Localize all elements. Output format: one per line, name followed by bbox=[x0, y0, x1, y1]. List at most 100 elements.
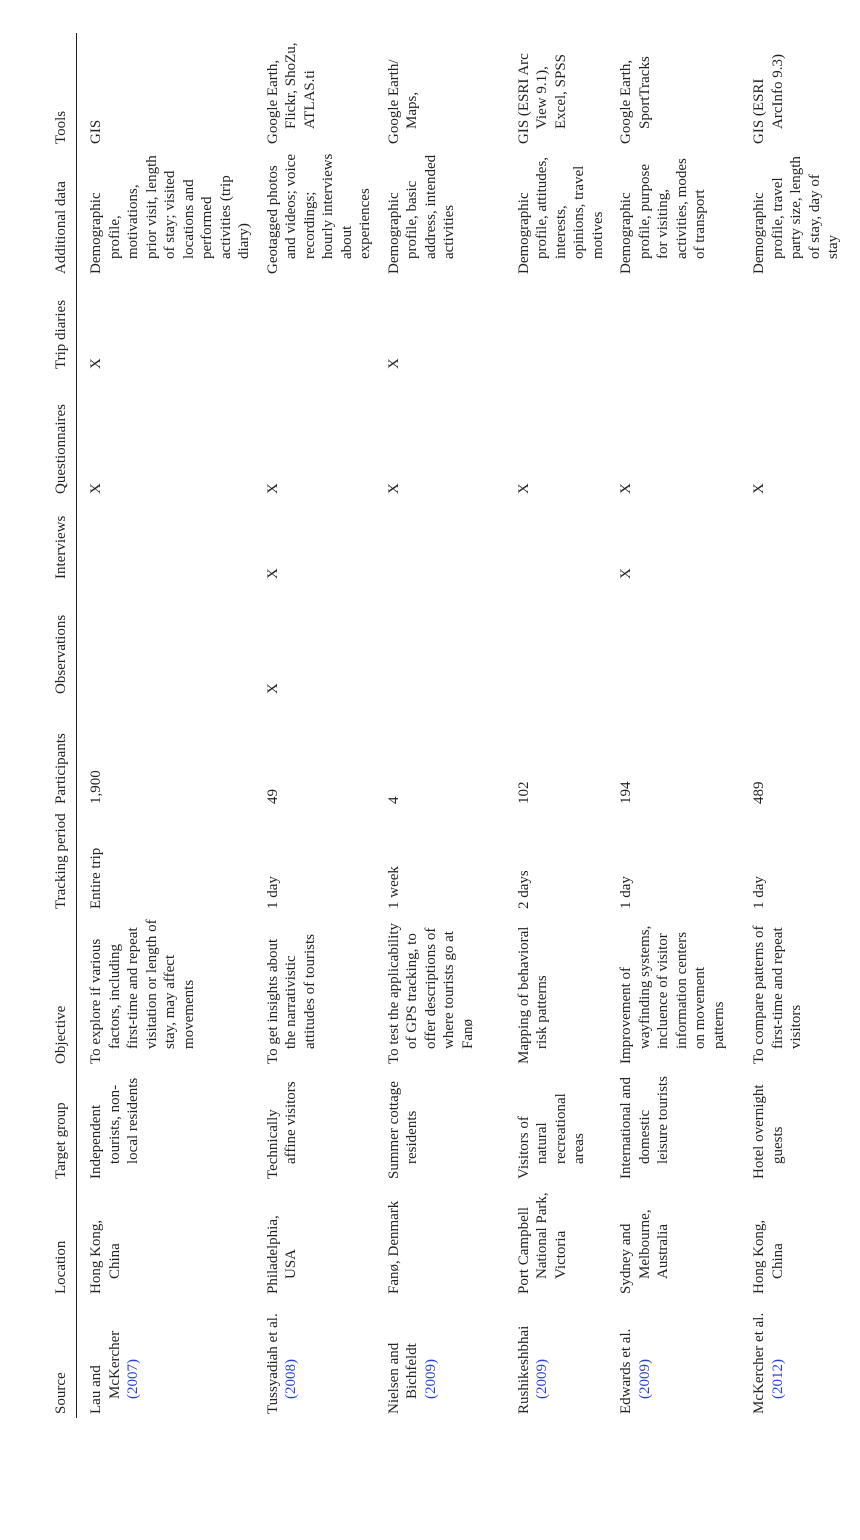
table-body: Lau and McKercher (2007) Hong Kong, China… bbox=[77, 33, 851, 1418]
source-year-link[interactable]: (2009) bbox=[534, 1359, 550, 1399]
table-cell: Sydney and Melbourne, Australia bbox=[607, 1183, 740, 1298]
cell-text: X bbox=[618, 568, 634, 579]
table-cell: 194 bbox=[607, 698, 740, 808]
cell-text: X bbox=[751, 483, 767, 494]
table-row: Lau and McKercher (2007) Hong Kong, China… bbox=[77, 33, 254, 1418]
cell-text: 102 bbox=[515, 781, 532, 805]
cell-text: X bbox=[515, 483, 532, 494]
table-cell: X bbox=[607, 373, 740, 498]
table-cell: Hong Kong, China bbox=[77, 1183, 254, 1298]
cell-text: Port Campbell National Park, Victoria bbox=[515, 1192, 569, 1294]
cell-text: Google Earth, SportTracks bbox=[618, 56, 653, 144]
table-cell: Geotagged photos and videos; voice recor… bbox=[254, 148, 375, 278]
table-cell: Fanø, Denmark bbox=[375, 1183, 505, 1298]
table-cell: Philadelphia, USA bbox=[254, 1183, 375, 1298]
table-row: Nielsen and Bichfeldt (2009) Fanø, Denmar… bbox=[375, 33, 505, 1418]
data-table: Source Location Target group Objective Track… bbox=[22, 33, 850, 1418]
table-cell: 1 week bbox=[375, 808, 505, 913]
source-authors: Edwards et al. bbox=[618, 1328, 634, 1414]
column-header: Source bbox=[22, 1298, 77, 1418]
cell-text: To explore if various factors, including… bbox=[88, 919, 197, 1064]
table-cell bbox=[740, 583, 850, 698]
source-year-link[interactable]: (2009) bbox=[636, 1359, 653, 1399]
column-header: Objective bbox=[22, 913, 77, 1068]
cell-text: To compare patterns of first-time and re… bbox=[751, 925, 804, 1064]
table-row: Tussyadiah et al. (2008) Philadelphia, US… bbox=[254, 33, 375, 1418]
cell-text: Entire trip bbox=[88, 847, 104, 909]
column-header: Questionnaires bbox=[22, 373, 77, 498]
table-cell: X bbox=[740, 373, 850, 498]
cell-text: Demographic profile, basic address, inte… bbox=[385, 154, 458, 274]
table-cell: 489 bbox=[740, 698, 850, 808]
table-row: McKercher et al. (2012) Hong Kong, China H… bbox=[740, 33, 850, 1418]
column-header: Tracking period bbox=[22, 808, 77, 913]
cell-text: Summer cottage residents bbox=[385, 1081, 421, 1179]
table-cell: X bbox=[375, 373, 505, 498]
column-header: Tools bbox=[22, 33, 77, 148]
table-cell: Demographic profile, purpose for visitin… bbox=[607, 148, 740, 278]
table-cell: 2 days bbox=[505, 808, 608, 913]
cell-text: International and domestic leisure touri… bbox=[618, 1076, 671, 1179]
cell-text: Sydney and Melbourne, Australia bbox=[618, 1209, 671, 1294]
source-year-link[interactable]: (2008) bbox=[283, 1359, 299, 1399]
source-authors: McKercher et al. bbox=[751, 1312, 767, 1414]
cell-text: X bbox=[618, 483, 634, 494]
cell-text: X bbox=[264, 683, 281, 694]
table-cell: Nielsen and Bichfeldt (2009) bbox=[375, 1298, 505, 1418]
table-cell: Port Campbell National Park, Victoria bbox=[505, 1183, 608, 1298]
table-cell: X bbox=[77, 373, 254, 498]
source-year-link[interactable]: (2007) bbox=[125, 1359, 141, 1399]
source-authors: Tussyadiah et al. bbox=[264, 1313, 281, 1414]
table-cell: X bbox=[254, 583, 375, 698]
cell-text: Demographic profile, travel party size, … bbox=[751, 156, 841, 274]
table-cell: Google Earth, Flickr, ShoZu, ATLAS.ti bbox=[254, 33, 375, 148]
table-cell: International and domestic leisure touri… bbox=[607, 1068, 740, 1183]
table-cell: Hong Kong, China bbox=[740, 1183, 850, 1298]
cell-text: 1 day bbox=[751, 876, 767, 909]
column-header: Additional data bbox=[22, 148, 77, 278]
cell-text: Improvement of wayfinding systems, inclu… bbox=[618, 925, 727, 1064]
table-cell bbox=[77, 498, 254, 583]
cell-text: X bbox=[385, 483, 402, 494]
table-cell: X bbox=[375, 278, 505, 373]
table-cell: Google Earth/ Maps, bbox=[375, 33, 505, 148]
table-cell: X bbox=[505, 373, 608, 498]
table-cell: Visitors of natural recreational areas bbox=[505, 1068, 608, 1183]
header-row: Source Location Target group Objective Track… bbox=[22, 33, 77, 1418]
cell-text: X bbox=[264, 568, 281, 579]
table-cell: Lau and McKercher (2007) bbox=[77, 1298, 254, 1418]
table-cell bbox=[505, 498, 608, 583]
table-cell bbox=[375, 583, 505, 698]
cell-text: Fanø, Denmark bbox=[385, 1200, 402, 1294]
source-year-link[interactable]: (2009) bbox=[422, 1359, 439, 1399]
cell-text: X bbox=[88, 358, 104, 369]
table-cell: Mapping of behavioral risk patterns bbox=[505, 913, 608, 1068]
source-authors: Rushikeshbhai bbox=[515, 1325, 532, 1414]
cell-text: To test the applicability of GPS trackin… bbox=[385, 923, 476, 1064]
cell-text: Hong Kong, China bbox=[88, 1219, 123, 1294]
table-cell: 49 bbox=[254, 698, 375, 808]
table-cell bbox=[740, 278, 850, 373]
table-cell: To test the applicability of GPS trackin… bbox=[375, 913, 505, 1068]
table-cell: McKercher et al. (2012) bbox=[740, 1298, 850, 1418]
cell-text: Visitors of natural recreational areas bbox=[515, 1093, 588, 1179]
table-cell bbox=[254, 278, 375, 373]
source-year-link[interactable]: (2012) bbox=[769, 1359, 786, 1399]
cell-text: GIS (ESRI Arc View 9.1), Excel, SPSS bbox=[515, 53, 569, 144]
cell-text: GIS bbox=[88, 119, 104, 144]
table-cell bbox=[77, 583, 254, 698]
table-cell: 1,900 bbox=[77, 698, 254, 808]
cell-text: Geotagged photos and videos; voice recor… bbox=[264, 153, 374, 274]
table-cell: X bbox=[254, 498, 375, 583]
table-row: Edwards et al. (2009) Sydney and Melbourn… bbox=[607, 33, 740, 1418]
table-cell: Demographic profile, attitudes, interest… bbox=[505, 148, 608, 278]
cell-text: Demographic profile, attitudes, interest… bbox=[515, 156, 606, 274]
table-cell: To explore if various factors, including… bbox=[77, 913, 254, 1068]
table-cell: 1 day bbox=[607, 808, 740, 913]
cell-text: 49 bbox=[264, 789, 281, 804]
cell-text: 1 day bbox=[264, 876, 281, 909]
table-cell: 1 day bbox=[254, 808, 375, 913]
table-cell: Hotel overnight guests bbox=[740, 1068, 850, 1183]
cell-text: 1 day bbox=[618, 876, 634, 909]
